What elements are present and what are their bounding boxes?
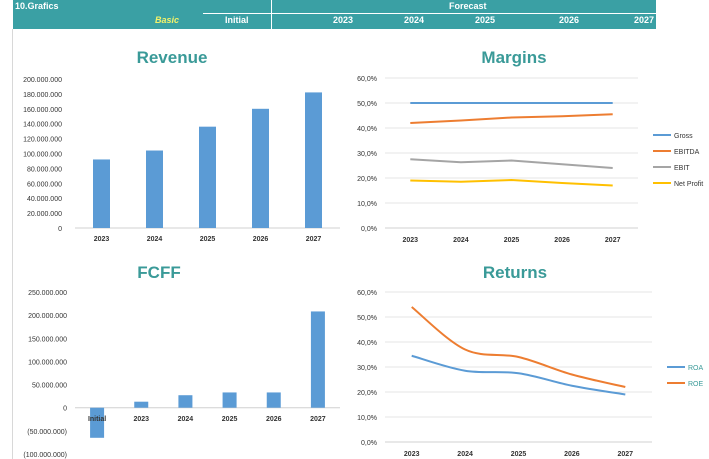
y-tick-label: 200.000.000 [28,313,67,320]
year-header-2027: 2027 [633,15,654,25]
x-tick-label: 2026 [253,236,269,243]
sheet-header-band: 10.Grafics Basic Initial Forecast 2023 2… [13,0,656,29]
initial-column-header: Initial [225,15,249,25]
series-line-ebitda [410,113,613,124]
sheet-title: 10.Grafics [15,1,59,11]
chart-title: FCFF [137,263,180,282]
chart-title: Revenue [137,48,208,67]
series-line-ebit [410,158,613,169]
y-tick-label: 80.000.000 [27,166,62,173]
x-tick-label: 2023 [94,236,110,243]
y-tick-label: 30,0% [357,365,377,372]
y-tick-label: 40.000.000 [27,196,62,203]
fcff-chart[interactable]: FCFF (100.000.000) (50.000.000) 0 50.000.000… [15,255,345,459]
forecast-header: Forecast [449,1,487,11]
x-tick-label: 2024 [147,236,163,243]
y-tick-label: 180.000.000 [23,92,62,99]
legend-label-net-profit: Net Profit [674,181,703,188]
bar-2024 [178,395,193,408]
y-tick-label: 20,0% [357,390,377,397]
y-tick-label: 60.000.000 [27,181,62,188]
chart-title: Returns [483,263,547,282]
y-tick-label: 20.000.000 [27,211,62,218]
legend-label-ebit: EBIT [674,165,690,172]
y-tick-label: (100.000.000) [23,452,67,459]
bar-2027 [305,92,322,228]
y-tick-label: 40,0% [357,340,377,347]
x-tick-label: 2027 [306,236,322,243]
x-tick-label: 2027 [618,451,634,458]
x-tick-label: 2023 [404,451,420,458]
y-tick-label: 10,0% [357,201,377,208]
y-tick-label: 160.000.000 [23,107,62,114]
legend-label-roe: ROE [688,381,704,388]
series-line-roa [411,354,626,396]
revenue-chart[interactable]: Revenue 0 20.000.000 40.000.000 60.000.000 80… [15,40,345,250]
bar-2026 [252,108,269,228]
y-tick-label: 30,0% [357,151,377,158]
y-tick-label: 50,0% [357,315,377,322]
y-tick-label: 0,0% [361,226,377,233]
x-tick-label: 2025 [222,416,238,423]
scenario-selector[interactable]: Basic [155,15,180,25]
bar-2025 [222,392,237,408]
bar-2023 [134,401,149,408]
x-tick-label: 2026 [564,451,580,458]
y-tick-label: 200.000.000 [23,77,62,84]
legend-label-roa: ROA [688,365,704,372]
bar-2024 [146,150,163,228]
y-tick-label: 40,0% [357,126,377,133]
legend-label-ebitda: EBITDA [674,149,700,156]
y-tick-label: 20,0% [357,176,377,183]
returns-chart[interactable]: Returns 0,0% 10,0% 20,0% 30,0% 40,0% 50,0% 60,0… [350,255,709,459]
year-header-2023: 2023 [332,15,353,25]
y-tick-label: 140.000.000 [23,122,62,129]
y-tick-label: 120.000.000 [23,137,62,144]
y-tick-label: 50.000.000 [32,383,67,390]
x-tick-label: 2027 [310,416,326,423]
y-tick-label: 0 [58,226,62,233]
legend-label-gross: Gross [674,133,693,140]
y-tick-label: 60,0% [357,76,377,83]
bar-2027 [310,311,325,408]
y-tick-label: 50,0% [357,101,377,108]
x-tick-label: Initial [88,416,106,423]
y-tick-label: 60,0% [357,290,377,297]
bar-2023 [93,159,110,228]
y-tick-label: 0,0% [361,440,377,447]
sheet-gridline [12,29,13,459]
year-header-2026: 2026 [558,15,579,25]
x-tick-label: 2023 [133,416,149,423]
year-header-2024: 2024 [403,15,424,25]
series-line-roe [411,306,626,388]
y-tick-label: 100.000.000 [28,359,67,366]
y-tick-label: 0 [63,406,67,413]
y-tick-label: (50.000.000) [27,429,67,436]
bar-2026 [266,392,281,408]
x-tick-label: 2027 [605,237,621,244]
x-tick-label: 2024 [453,237,469,244]
y-tick-label: 100.000.000 [23,152,62,159]
header-column-divider [271,0,272,29]
margins-chart[interactable]: Margins 0,0% 10,0% 20,0% 30,0% 40,0% 50,0% 60,0… [350,40,709,250]
x-tick-label: 2023 [403,237,419,244]
x-tick-label: 2025 [504,237,520,244]
x-tick-label: 2025 [511,451,527,458]
x-tick-label: 2025 [200,236,216,243]
y-tick-label: 150.000.000 [28,336,67,343]
bar-initial [90,407,105,438]
x-tick-label: 2024 [178,416,194,423]
y-tick-label: 250.000.000 [28,290,67,297]
x-tick-label: 2024 [457,451,473,458]
series-line-net-profit [410,178,613,187]
header-divider [203,13,656,14]
y-tick-label: 10,0% [357,415,377,422]
x-tick-label: 2026 [554,237,570,244]
x-tick-label: 2026 [266,416,282,423]
chart-title: Margins [481,48,546,67]
bar-2025 [199,126,216,228]
year-header-2025: 2025 [474,15,495,25]
